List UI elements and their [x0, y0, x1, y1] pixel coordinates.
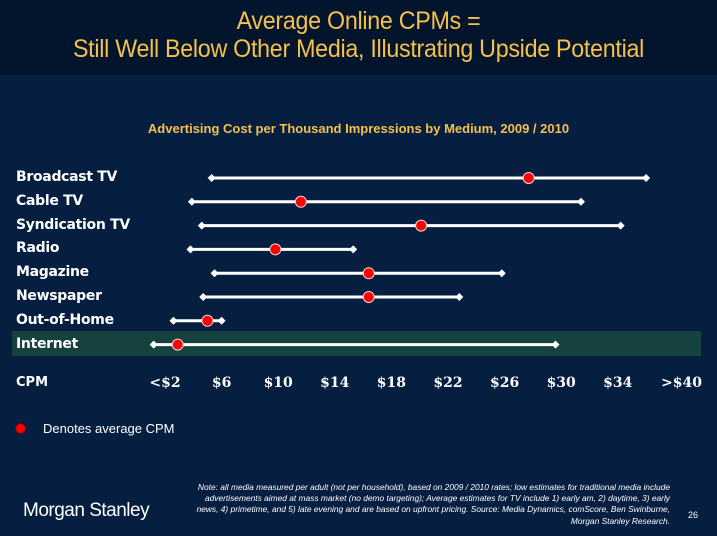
x-tick-label: $10	[263, 375, 293, 391]
category-label-out-of-home: Out-of-Home	[16, 311, 114, 328]
low-marker-radio	[186, 245, 195, 254]
morgan-stanley-logo: Morgan Stanley	[23, 500, 150, 521]
page-number: 26	[688, 510, 699, 520]
high-marker-radio	[349, 245, 358, 254]
average-dot-syndication-tv	[415, 219, 428, 232]
title-bar	[0, 0, 717, 75]
category-label-internet: Internet	[16, 335, 79, 352]
high-marker-broadcast-tv	[642, 174, 651, 182]
average-dot-radio	[269, 243, 282, 256]
low-marker-cable-tv	[187, 197, 196, 206]
x-tick-label: <$2	[149, 375, 181, 391]
chart-title: Advertising Cost per Thousand Impression…	[147, 121, 570, 136]
high-marker-internet	[551, 340, 560, 349]
legend-label: Denotes average CPM	[43, 421, 175, 436]
low-marker-magazine	[210, 269, 219, 278]
x-axis-label: CPM	[16, 375, 49, 390]
x-tick-label: $22	[433, 375, 463, 391]
average-dot-internet	[171, 338, 184, 351]
high-marker-out-of-home	[217, 316, 226, 325]
high-marker-magazine	[497, 269, 506, 278]
category-label-cable-tv: Cable TV	[16, 192, 83, 209]
x-tick-label: $34	[603, 375, 633, 391]
category-label-magazine: Magazine	[16, 264, 89, 281]
high-marker-cable-tv	[577, 197, 586, 206]
low-marker-newspaper	[199, 293, 208, 301]
x-tick-label: $6	[211, 375, 232, 391]
average-dot-broadcast-tv	[522, 172, 535, 184]
legend-average-dot-icon	[15, 423, 26, 434]
low-marker-internet	[149, 340, 158, 349]
slide-title-line-1: Average Online CPMs =	[236, 7, 481, 35]
average-dot-newspaper	[362, 291, 375, 303]
x-tick-label: >$40	[660, 375, 702, 391]
low-marker-broadcast-tv	[207, 174, 216, 182]
average-dot-out-of-home	[201, 314, 214, 327]
slide-title-line-2: Still Well Below Other Media, Illustrati…	[72, 35, 645, 63]
x-tick-label: $30	[546, 375, 576, 391]
low-marker-syndication-tv	[197, 221, 206, 230]
category-label-syndication-tv: Syndication TV	[16, 216, 130, 233]
x-tick-label: $14	[320, 375, 350, 391]
category-label-broadcast-tv: Broadcast TV	[16, 169, 118, 185]
category-label-newspaper: Newspaper	[16, 288, 102, 304]
low-marker-out-of-home	[169, 316, 178, 325]
footnote: Note: all media measured per adult (not …	[196, 482, 670, 526]
average-dot-cable-tv	[294, 195, 307, 208]
x-tick-label: $26	[489, 375, 520, 391]
high-marker-syndication-tv	[616, 221, 625, 230]
high-marker-newspaper	[455, 293, 464, 301]
average-dot-magazine	[362, 267, 375, 280]
category-label-radio: Radio	[16, 240, 60, 257]
x-tick-label: $18	[376, 375, 407, 391]
